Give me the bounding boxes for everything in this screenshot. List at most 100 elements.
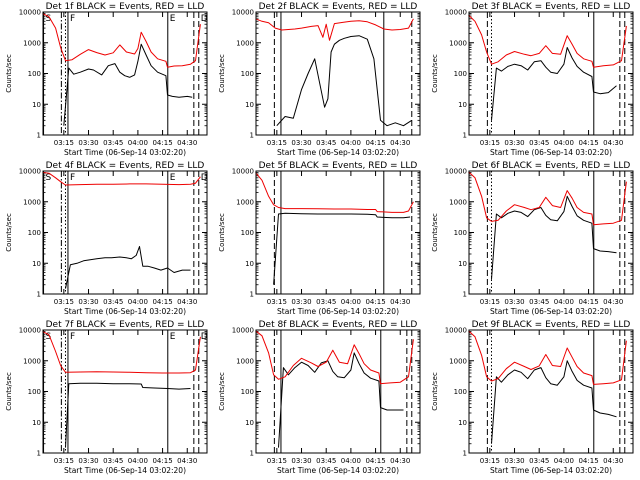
plot-frame [468, 170, 634, 295]
detector-panel-4: Det 4f BLACK = Events, RED = LLD Counts/s… [5, 161, 208, 316]
y-tick-label: 10 [32, 260, 41, 268]
x-tick-label: 04:15 [152, 139, 172, 147]
x-tick-label: 04:00 [128, 457, 148, 465]
y-tick-label: 1 [250, 450, 254, 458]
y-axis-label: Counts/sec [218, 372, 226, 411]
series-line-events [491, 360, 617, 444]
y-tick-label: 1000 [236, 39, 254, 47]
y-tick-label: 10 [245, 260, 254, 268]
y-axis-label: Counts/sec [431, 54, 439, 93]
y-tick-label: 10 [245, 419, 254, 427]
time-marker-label: S [46, 14, 52, 24]
series-line-lld [468, 330, 627, 385]
series-line-events [491, 195, 617, 280]
y-axis-label: Counts/sec [5, 213, 13, 252]
y-tick-label: 10 [458, 101, 467, 109]
detector-panel-9: Det 9f BLACK = Events, RED = LLD Counts/s… [431, 320, 634, 475]
x-tick-label: 04:15 [365, 457, 385, 465]
panel-title: Det 2f BLACK = Events, RED = LLD [259, 2, 418, 12]
y-tick-label: 1000 [236, 357, 254, 365]
y-axis-label: Counts/sec [5, 54, 13, 93]
y-tick-label: 1 [37, 132, 41, 140]
plot-frame [42, 11, 208, 136]
y-tick-label: 100 [28, 70, 41, 78]
y-tick-label: 10000 [232, 9, 254, 17]
x-tick-label: 04:15 [578, 298, 598, 306]
y-tick-label: 10000 [19, 168, 41, 176]
y-tick-label: 1000 [23, 357, 41, 365]
series-line-events [273, 212, 411, 285]
x-tick-label: 04:15 [152, 298, 172, 306]
x-axis-label: Start Time (06-Sep-14 03:02:20) [277, 148, 399, 157]
x-tick-label: 03:15 [480, 298, 500, 306]
x-tick-label: 04:30 [390, 298, 410, 306]
x-tick-label: 03:30 [78, 139, 98, 147]
series-line-events [65, 246, 191, 289]
plot-frame [42, 170, 208, 295]
time-marker-label: D [201, 173, 208, 183]
x-tick-label: 03:45 [103, 457, 123, 465]
x-axis-label: Start Time (06-Sep-14 03:02:20) [490, 148, 612, 157]
x-tick-label: 04:00 [341, 139, 361, 147]
detector-panel-6: Det 6f BLACK = Events, RED = LLD Counts/s… [431, 161, 634, 316]
x-axis-label: Start Time (06-Sep-14 03:02:20) [64, 307, 186, 316]
x-axis-label: Start Time (06-Sep-14 03:02:20) [64, 148, 186, 157]
plot-frame [42, 329, 208, 454]
x-tick-label: 03:30 [291, 457, 311, 465]
y-axis-label: Counts/sec [431, 372, 439, 411]
y-tick-label: 10000 [445, 327, 467, 335]
x-tick-label: 04:30 [603, 457, 623, 465]
x-tick-label: 03:15 [54, 139, 74, 147]
x-tick-label: 03:15 [54, 457, 74, 465]
time-marker-label: E [170, 173, 176, 183]
x-tick-label: 04:00 [554, 139, 574, 147]
time-marker-label: F [70, 14, 75, 24]
x-tick-label: 03:30 [504, 457, 524, 465]
y-tick-label: 1000 [23, 39, 41, 47]
x-tick-label: 03:15 [267, 298, 287, 306]
series-line-lld [468, 14, 627, 68]
time-marker-label: S [46, 173, 52, 183]
x-axis-label: Start Time (06-Sep-14 03:02:20) [64, 466, 186, 475]
plot-frame [255, 11, 421, 136]
y-axis-label: Counts/sec [218, 213, 226, 252]
y-tick-label: 1 [37, 291, 41, 299]
x-tick-label: 04:15 [365, 139, 385, 147]
x-axis-label: Start Time (06-Sep-14 03:02:20) [490, 466, 612, 475]
y-tick-label: 100 [454, 229, 467, 237]
y-tick-label: 100 [241, 388, 254, 396]
detector-panel-1: Det 1f BLACK = Events, RED = LLD Counts/s… [5, 2, 208, 157]
panel-title: Det 4f BLACK = Events, RED = LLD [46, 161, 205, 171]
y-tick-label: 100 [28, 388, 41, 396]
x-tick-label: 04:30 [603, 139, 623, 147]
x-tick-label: 04:00 [554, 457, 574, 465]
y-tick-label: 1 [250, 132, 254, 140]
x-tick-label: 03:45 [529, 457, 549, 465]
y-tick-label: 1000 [449, 357, 467, 365]
x-tick-label: 04:30 [177, 457, 197, 465]
x-tick-label: 03:30 [78, 457, 98, 465]
time-marker-label: F [70, 332, 75, 342]
x-tick-label: 04:30 [603, 298, 623, 306]
x-tick-label: 04:15 [578, 457, 598, 465]
y-tick-label: 10000 [19, 327, 41, 335]
panel-title: Det 5f BLACK = Events, RED = LLD [259, 161, 418, 171]
plot-frame [255, 170, 421, 295]
detector-panel-3: Det 3f BLACK = Events, RED = LLD Counts/s… [431, 2, 634, 157]
plot-frame [255, 329, 421, 454]
panel-title: Det 9f BLACK = Events, RED = LLD [472, 320, 631, 330]
panel-title: Det 1f BLACK = Events, RED = LLD [46, 2, 205, 12]
x-tick-label: 03:45 [529, 139, 549, 147]
detector-panel-8: Det 8f BLACK = Events, RED = LLD Counts/s… [218, 320, 421, 475]
x-tick-label: 04:00 [128, 139, 148, 147]
plot-frame [468, 329, 634, 454]
time-marker-label: D [201, 332, 208, 342]
x-tick-label: 03:30 [291, 298, 311, 306]
y-tick-label: 100 [241, 229, 254, 237]
x-tick-label: 03:15 [480, 457, 500, 465]
y-tick-label: 10 [245, 101, 254, 109]
y-axis-label: Counts/sec [218, 54, 226, 93]
x-tick-label: 04:00 [341, 298, 361, 306]
series-line-lld [255, 18, 414, 41]
y-tick-label: 10000 [445, 168, 467, 176]
